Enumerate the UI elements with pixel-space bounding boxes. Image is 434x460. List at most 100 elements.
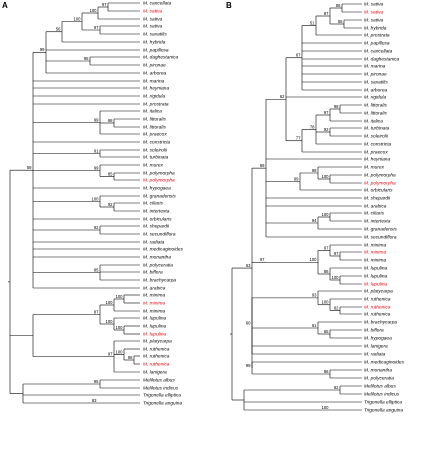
support-value: 97 [334, 251, 339, 256]
taxon-label: M. heyniana [143, 86, 169, 92]
taxon-label: M. hybrida [364, 26, 387, 32]
support-value: 95 [84, 56, 89, 61]
support-value: 100 [92, 196, 100, 201]
taxon-label: M. lupulina [143, 316, 167, 322]
taxon-label: Melilotus albus [364, 384, 396, 390]
taxon-label: M. lupulina [364, 282, 388, 288]
support-value: 98 [312, 168, 317, 173]
taxon-label: M. sativa [143, 9, 163, 15]
panel-letter: B [226, 1, 232, 10]
support-value: 100 [332, 275, 340, 280]
taxon-label: M. minima [143, 309, 165, 315]
taxon-label: M. orbicularis [364, 188, 393, 194]
taxon-label: M. shepardii [364, 196, 391, 202]
support-value: 100 [322, 405, 330, 410]
support-value: 85 [108, 171, 113, 176]
support-value: 97 [94, 25, 99, 30]
taxon-label: M. intertexta [143, 209, 170, 215]
taxon-label: M. ruthenica [364, 305, 391, 311]
taxon-label: M. polymorpha [143, 178, 175, 184]
taxon-label: M. monantha [364, 368, 392, 374]
support-value: 100 [322, 300, 330, 305]
taxon-label: M. papillosa [143, 48, 169, 54]
support-value: 85 [94, 267, 99, 272]
support-value: 87 [94, 309, 99, 314]
support-value: 97 [102, 2, 107, 7]
support-value: 98 [334, 104, 339, 109]
support-value: 100 [106, 319, 114, 324]
support-value: 99 [246, 363, 251, 368]
taxon-label: M. marina [143, 79, 165, 85]
taxon-label: M. radiata [364, 352, 386, 358]
taxon-label: M. soleirolii [364, 134, 389, 140]
taxon-label: M. granadensis [143, 194, 176, 200]
support-value: 97 [108, 351, 113, 356]
support-value: 97 [324, 245, 329, 250]
taxon-label: Melilotus indicus [143, 386, 179, 392]
taxon-label: M. marina [364, 64, 386, 70]
taxon-label: M. lanigera [143, 370, 167, 376]
taxon-label: Trigonella anguina [364, 408, 403, 414]
support-value: 69 [260, 163, 265, 168]
taxon-label: M. heyniana [364, 157, 390, 163]
taxon-label: M. polymorpha [143, 171, 175, 177]
support-value: 97 [260, 257, 265, 262]
taxon-label: M. polyceratia [364, 376, 394, 382]
taxon-label: M. cancellata [143, 1, 172, 7]
support-value: 97 [324, 110, 329, 115]
taxon-label: M. cancellata [364, 49, 393, 55]
taxon-label: M. polymorpha [364, 173, 396, 179]
support-value: 100 [106, 300, 114, 305]
support-value: 61 [312, 323, 317, 328]
taxon-label: Trigonella elliptica [364, 400, 402, 406]
taxon-label: M. brachycarpa [143, 278, 176, 284]
taxon-label: M. shepardii [143, 224, 170, 230]
taxon-label: M. ruthenica [364, 312, 391, 318]
support-value: 83 [92, 398, 97, 403]
support-value: 86 [336, 3, 341, 8]
taxon-label: M. minima [364, 243, 386, 249]
taxon-label: M. minima [143, 301, 165, 307]
taxon-label: M. rigidula [364, 95, 386, 101]
support-value: 77 [296, 136, 301, 141]
taxon-label: M. sativa [364, 2, 384, 8]
taxon-label: M. murex [143, 163, 164, 169]
taxon-label: M. prostrata [364, 33, 390, 39]
taxon-label: Trigonella anguina [143, 401, 182, 407]
taxon-label: M. arborea [364, 88, 388, 94]
taxon-label: M. platycarpa [143, 339, 172, 345]
taxon-label: M. sativa [143, 24, 163, 30]
support-value: 95 [94, 379, 99, 384]
support-value: 60 [246, 321, 251, 326]
support-value: 62 [280, 94, 285, 99]
support-value: 94 [312, 218, 317, 223]
taxon-label: M. hypogaea [143, 186, 171, 192]
support-value: 63 [246, 263, 251, 268]
taxon-label: M. daghestanica [364, 57, 400, 63]
taxon-label: M. saxatilis [364, 80, 388, 86]
taxon-label: M. murex [364, 165, 385, 171]
taxon-label: M. pironae [364, 72, 387, 78]
support-value: 92 [324, 127, 329, 132]
taxon-label: M. italica [143, 109, 162, 115]
support-value: 82 [334, 385, 339, 390]
taxon-label: M. minima [364, 250, 386, 256]
support-value: 92 [108, 202, 113, 207]
taxon-label: Trigonella elliptica [143, 393, 181, 399]
support-value: 59 [27, 165, 32, 170]
taxon-label: M. radiata [143, 240, 165, 246]
taxon-label: M. monantha [143, 255, 171, 261]
support-value: 99 [294, 176, 299, 181]
support-value: 93 [312, 293, 317, 298]
taxon-label: M. papillosa [364, 41, 390, 47]
taxon-label: M. minima [364, 258, 386, 264]
support-value: 100 [116, 349, 124, 354]
support-value: 87 [324, 11, 329, 16]
support-value: 100 [322, 174, 330, 179]
taxon-label: M. polymorpha [364, 181, 396, 187]
taxon-label: M. platycarpa [364, 289, 393, 295]
taxon-label: M. littoralis [143, 117, 167, 123]
taxon-label: M. lupulina [364, 274, 388, 280]
taxon-label: M. sativa [143, 17, 163, 23]
